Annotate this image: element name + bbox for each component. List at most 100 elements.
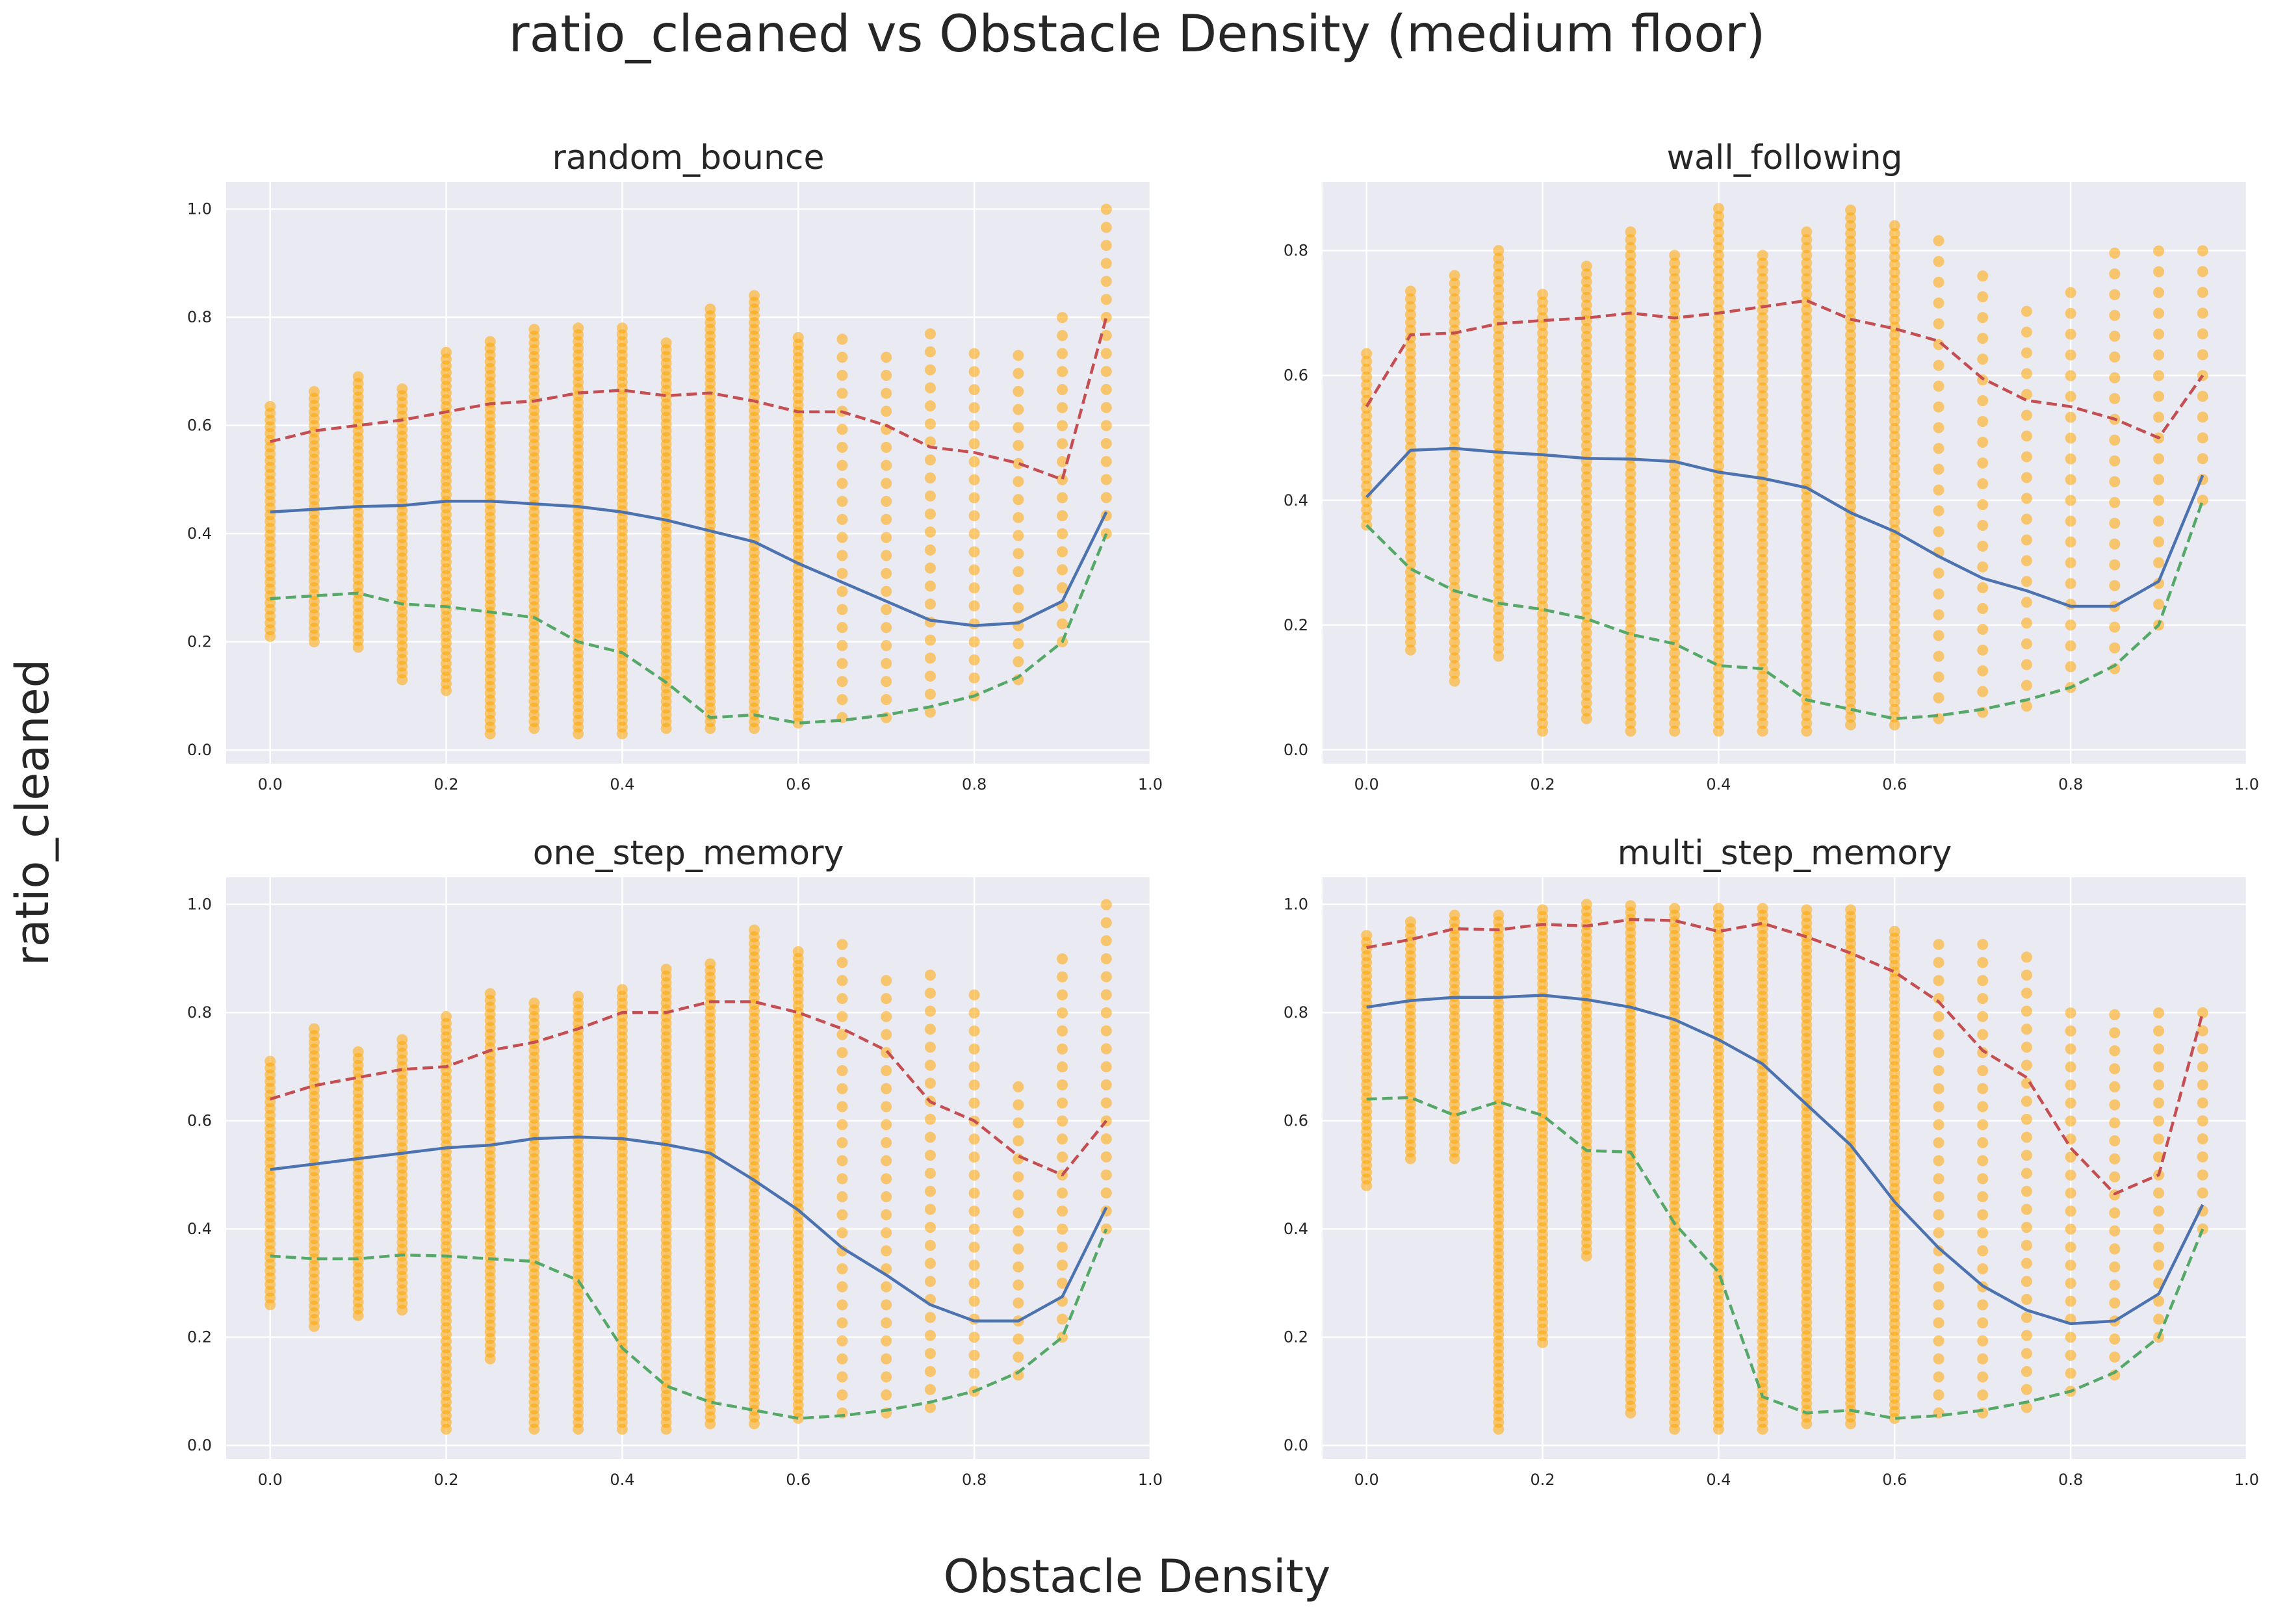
scatter-point [836,459,848,471]
scatter-point [1712,445,1724,456]
scatter-point [1537,413,1549,425]
scatter-point [881,369,892,381]
scatter-point [1669,359,1681,370]
scatter-point [968,1349,980,1361]
scatter-point [1581,541,1592,553]
scatter-point [2021,409,2032,421]
scatter-point [1669,476,1681,487]
scatter-point [836,424,848,435]
scatter-point [1625,686,1636,698]
scatter-point [1449,613,1460,625]
scatter-point [1845,539,1857,551]
scatter-point [1757,452,1768,464]
scatter-point [836,658,848,669]
scatter-point [1537,328,1549,339]
x-tick-label: 0.0 [258,1471,283,1489]
scatter-point [1361,410,1373,422]
scatter-point [1581,705,1592,717]
scatter-point [2153,453,2165,465]
scatter-point [924,970,936,981]
scatter-point [1845,625,1857,637]
scatter-point [881,513,892,525]
scatter-point [1889,485,1900,496]
scatter-point [1757,710,1768,721]
y-tick-label: 0.0 [1284,1436,1308,1454]
scatter-point [1581,604,1592,615]
scatter-point [1537,639,1549,651]
scatter-point [1933,276,1945,288]
scatter-point [1845,220,1857,231]
scatter-point [836,550,848,561]
scatter-point [1361,418,1373,430]
scatter-point [1537,390,1549,402]
scatter-point [1669,663,1681,675]
scatter-point [1013,1261,1024,1273]
scatter-point [1581,409,1592,420]
scatter-point [924,987,936,999]
x-tick-label: 1.0 [1138,775,1163,793]
scatter-point [1757,647,1768,659]
scatter-point [1933,588,1945,600]
scatter-point [1977,665,1989,677]
y-tick-label: 0.6 [187,417,212,435]
scatter-point [1493,385,1505,397]
scatter-point [1404,348,1416,359]
scatter-point [1581,471,1592,483]
scatter-point [1801,671,1813,682]
scatter-point [1404,433,1416,445]
scatter-point [2021,680,2032,691]
scatter-point [1845,329,1857,341]
scatter-point [1889,422,1900,434]
scatter-point [1933,1047,1945,1059]
scatter-point [1449,402,1460,414]
scatter-point [2065,1169,2076,1181]
scatter-point [1013,1243,1024,1255]
scatter-point [1100,294,1112,305]
scatter-point [1801,600,1813,612]
scatter-point [1845,266,1857,278]
scatter-point [2153,1223,2165,1235]
scatter-point [2021,305,2032,317]
scatter-point [1845,212,1857,224]
scatter-point [1801,257,1813,269]
scatter-point [1013,422,1024,433]
scatter-point [1581,573,1592,584]
scatter-point [1845,649,1857,660]
scatter-point [924,1005,936,1017]
scatter-point [1669,398,1681,409]
scatter-point [1537,507,1549,519]
scatter-point [1757,359,1768,370]
scatter-point [1625,717,1636,729]
scatter-point [1449,301,1460,313]
scatter-point [1581,292,1592,303]
scatter-point [1757,616,1768,628]
scatter-point [1449,465,1460,476]
scatter-point [1712,452,1724,464]
scatter-point [1669,694,1681,706]
scatter-point [2153,1079,2165,1091]
scatter-point [1669,710,1681,721]
scatter-point [1845,493,1857,504]
scatter-point [1933,255,1945,267]
scatter-point [1537,585,1549,597]
scatter-point [1757,296,1768,308]
scatter-point [1625,320,1636,331]
scatter-point [1801,577,1813,589]
scatter-point [924,580,936,592]
scatter-point [1581,596,1592,608]
scatter-point [1757,717,1768,729]
scatter-point [1404,621,1416,632]
scatter-point [1712,413,1724,425]
scatter-point [1581,635,1592,647]
scatter-point [1977,478,1989,489]
scatter-point [1404,535,1416,547]
scatter-point [1845,633,1857,645]
scatter-point [1801,616,1813,628]
scatter-point [1449,277,1460,289]
scatter-point [1933,957,1945,968]
scatter-point [1013,440,1024,452]
scatter-point [1712,671,1724,682]
scatter-point [2153,1241,2165,1253]
scatter-point [1537,663,1549,675]
scatter-point [1757,577,1768,589]
